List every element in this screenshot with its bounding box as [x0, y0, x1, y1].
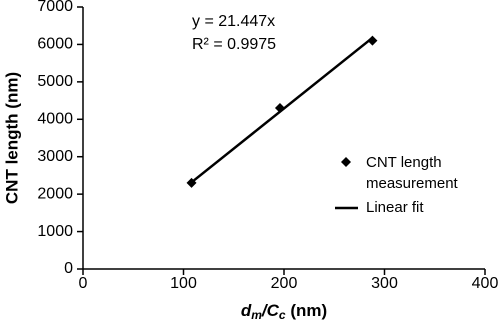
x-axis-label-part: m — [251, 308, 262, 322]
x-tick-label: 400 — [472, 275, 499, 292]
y-tick-label: 2000 — [37, 185, 73, 202]
x-axis-label: dm/Cc (nm) — [241, 301, 327, 322]
x-axis-label-part: /C — [261, 301, 280, 320]
annotation: y = 21.447x — [192, 13, 275, 30]
x-tick-label: 0 — [79, 275, 88, 292]
y-tick-label: 4000 — [37, 111, 73, 128]
y-tick-label: 6000 — [37, 36, 73, 53]
legend-marker — [341, 157, 351, 167]
y-tick-label: 0 — [64, 260, 73, 277]
fit-line — [190, 36, 374, 184]
legend-label: Linear fit — [366, 199, 424, 216]
x-tick-label: 200 — [271, 275, 298, 292]
y-tick-label: 1000 — [37, 223, 73, 240]
x-tick-label: 100 — [170, 275, 197, 292]
x-axis-label-part: c — [279, 308, 286, 322]
y-tick-label: 3000 — [37, 148, 73, 165]
x-tick-label: 300 — [371, 275, 398, 292]
x-axis-label-part: d — [241, 301, 252, 320]
y-axis-label: CNT length (nm) — [2, 72, 21, 204]
x-axis-label-part: (nm) — [286, 301, 328, 320]
y-tick-label: 7000 — [37, 0, 73, 15]
annotation: R² = 0.9975 — [192, 36, 276, 53]
legend-label: CNT length measurement — [366, 154, 458, 192]
y-tick-label: 5000 — [37, 73, 73, 90]
data-point — [367, 35, 378, 46]
